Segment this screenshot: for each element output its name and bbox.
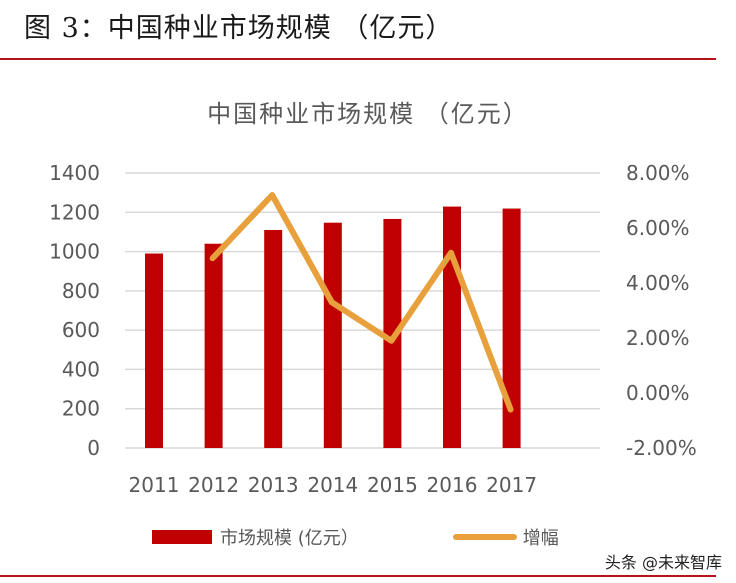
y-tick-label: 1400 (49, 161, 100, 185)
bar (264, 229, 283, 448)
bar (383, 218, 402, 448)
growth-line (209, 192, 514, 413)
x-tick-label: 2012 (188, 473, 239, 497)
y-tick-label: 200 (62, 397, 100, 421)
chart-title: 中国种业市场规模 （亿元） (207, 100, 529, 128)
bar-series (145, 206, 521, 448)
x-tick-label: 2016 (427, 473, 478, 497)
x-tick-label: 2017 (486, 473, 537, 497)
y2-tick-label: 4.00% (626, 271, 690, 295)
y-tick-label: 600 (62, 318, 100, 342)
left-axis-labels: 0 200 400 600 800 1000 1200 1400 (49, 161, 100, 460)
y-tick-label: 1000 (49, 240, 100, 264)
x-axis-labels: 2011 2012 2013 2014 2015 2016 2017 (129, 473, 538, 497)
bar (204, 243, 223, 448)
bar (502, 208, 521, 448)
bar (323, 222, 342, 448)
watermark: 头条 @未来智库 (604, 553, 722, 572)
bar-swatch-icon (152, 530, 212, 544)
figure-caption: 图 3：中国种业市场规模 （亿元） (24, 13, 454, 44)
top-rule (0, 58, 716, 60)
y-tick-label: 1200 (49, 200, 100, 224)
y-tick-label: 400 (62, 357, 100, 381)
x-tick-label: 2011 (129, 473, 180, 497)
x-tick-label: 2014 (307, 473, 358, 497)
legend-item-market-size: 市场规模 (亿元） (152, 524, 359, 550)
line-swatch-icon (452, 534, 517, 540)
y2-tick-label: 0.00% (626, 381, 690, 405)
y-tick-label: 0 (87, 436, 100, 460)
legend-label: 市场规模 (亿元） (220, 528, 359, 549)
bar (145, 253, 163, 448)
bottom-rule (0, 575, 716, 577)
line-series (209, 192, 514, 413)
y2-tick-label: 8.00% (626, 161, 690, 185)
legend-label: 增幅 (522, 528, 559, 549)
y2-tick-label: 6.00% (626, 216, 690, 240)
y2-tick-label: -2.00% (626, 436, 697, 460)
legend-item-growth: 增幅 (452, 524, 559, 550)
x-tick-label: 2015 (367, 473, 418, 497)
bar (443, 206, 461, 448)
legend: 市场规模 (亿元） 增幅 (152, 524, 559, 550)
y-tick-label: 800 (62, 279, 100, 303)
gridlines (125, 172, 600, 449)
x-tick-label: 2013 (248, 473, 299, 497)
right-axis-labels: -2.00% 0.00% 2.00% 4.00% 6.00% 8.00% (626, 161, 697, 460)
y2-tick-label: 2.00% (626, 326, 690, 350)
